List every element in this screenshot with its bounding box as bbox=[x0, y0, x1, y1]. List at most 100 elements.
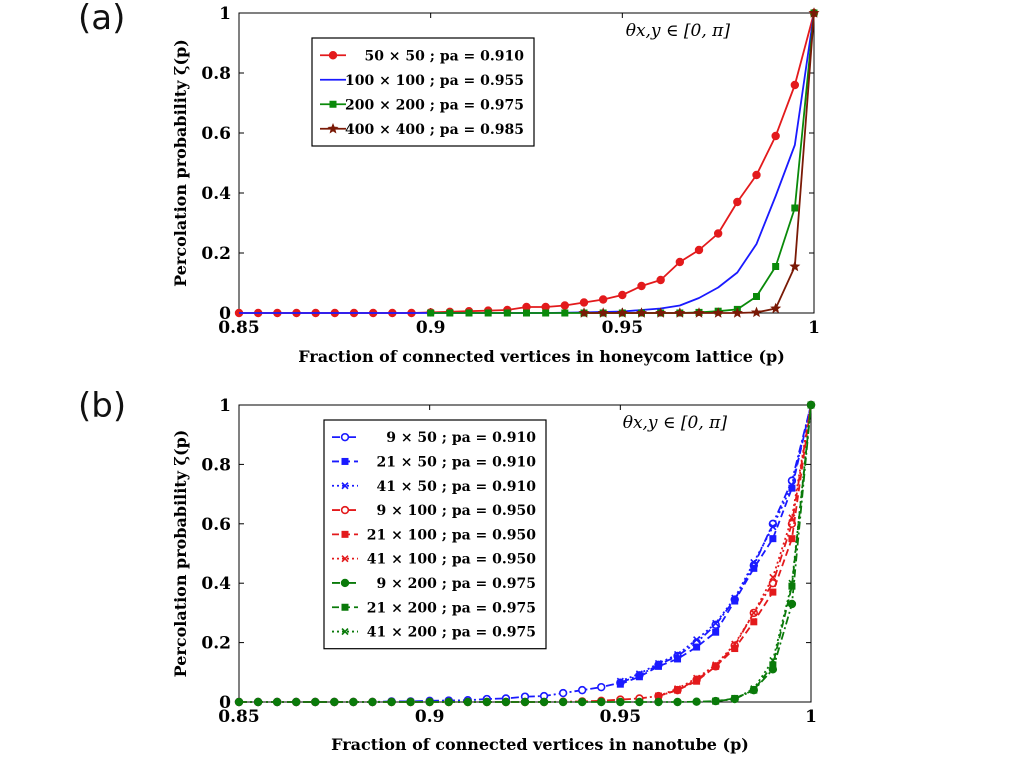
legend-entry: 200 × 200 ; pa = 0.975 bbox=[345, 97, 524, 113]
series-8 bbox=[712, 401, 815, 705]
data-point bbox=[752, 170, 761, 180]
x-tick-label: 0.95 bbox=[602, 318, 643, 338]
data-point bbox=[637, 281, 646, 291]
data-point bbox=[539, 697, 549, 707]
data-point bbox=[713, 229, 723, 238]
data-point bbox=[501, 697, 511, 707]
legend-entry: 21 × 100 ; pa = 0.950 bbox=[367, 527, 537, 543]
legend-entry: 9 × 50 ; pa = 0.910 bbox=[386, 430, 536, 446]
data-point bbox=[406, 697, 415, 707]
legend-swatch-marker bbox=[327, 122, 339, 134]
x-axis-label: Fraction of connected vertices in honeyc… bbox=[298, 347, 785, 366]
data-point bbox=[673, 650, 682, 659]
data-point bbox=[712, 307, 724, 318]
data-point bbox=[654, 692, 663, 700]
data-point bbox=[712, 662, 720, 670]
data-point bbox=[541, 302, 550, 312]
x-tick-label: 0.9 bbox=[415, 707, 445, 727]
legend-entry: 100 × 100 ; pa = 0.955 bbox=[345, 73, 524, 89]
x-tick-label: 0.95 bbox=[600, 707, 641, 727]
data-point bbox=[253, 697, 263, 707]
data-point bbox=[788, 514, 796, 522]
data-point bbox=[712, 628, 720, 636]
data-point bbox=[484, 309, 492, 317]
data-point bbox=[654, 697, 663, 707]
data-point bbox=[673, 685, 682, 693]
series-line bbox=[715, 404, 812, 703]
data-point bbox=[790, 80, 800, 90]
data-point bbox=[787, 599, 797, 609]
data-point bbox=[427, 309, 435, 317]
series-3 bbox=[578, 7, 820, 318]
series-line bbox=[620, 404, 812, 686]
data-point bbox=[807, 401, 815, 409]
data-point bbox=[711, 620, 720, 629]
data-point bbox=[750, 609, 758, 617]
legend-swatch-marker bbox=[341, 457, 349, 465]
x-tick-label: 1 bbox=[808, 318, 820, 338]
data-point bbox=[523, 309, 530, 317]
legend-entry: 21 × 200 ; pa = 0.975 bbox=[367, 600, 536, 616]
data-point bbox=[750, 686, 758, 694]
data-point bbox=[712, 661, 720, 669]
data-point bbox=[349, 697, 358, 707]
x-tick-label: 0.85 bbox=[218, 707, 259, 727]
data-point bbox=[808, 7, 820, 18]
data-point bbox=[654, 659, 663, 667]
data-point bbox=[577, 685, 587, 695]
data-point bbox=[542, 309, 550, 317]
data-point bbox=[425, 697, 434, 707]
data-point bbox=[618, 290, 627, 300]
data-point bbox=[463, 697, 472, 707]
data-point bbox=[579, 298, 589, 307]
data-point bbox=[558, 697, 568, 707]
data-point bbox=[292, 697, 301, 707]
data-point bbox=[733, 197, 742, 207]
y-axis-label: Percolation probability ζ(p) bbox=[171, 430, 190, 678]
y-axis-label: Percolation probability ζ(p) bbox=[171, 39, 190, 287]
data-point bbox=[772, 263, 780, 270]
series-4 bbox=[654, 401, 815, 700]
data-point bbox=[791, 204, 799, 212]
data-point bbox=[387, 697, 396, 707]
legend-swatch-marker bbox=[341, 530, 349, 538]
data-point bbox=[769, 661, 777, 669]
data-point bbox=[771, 131, 780, 141]
legend-entry: 41 × 100 ; pa = 0.950 bbox=[367, 552, 537, 568]
data-point bbox=[577, 697, 587, 707]
data-point bbox=[788, 481, 796, 489]
data-point bbox=[616, 307, 628, 318]
legend-swatch-marker bbox=[341, 555, 349, 563]
legend-swatch-marker bbox=[341, 482, 349, 490]
y-tick-label: 0.4 bbox=[201, 184, 231, 204]
legend-swatch-marker bbox=[340, 578, 350, 588]
data-point bbox=[330, 697, 339, 707]
data-point bbox=[750, 685, 758, 693]
data-point bbox=[750, 306, 763, 318]
legend-swatch-marker bbox=[340, 505, 350, 515]
data-point bbox=[769, 523, 777, 531]
data-point bbox=[788, 535, 796, 543]
legend-swatch-marker bbox=[329, 100, 337, 108]
legend-swatch-marker bbox=[341, 627, 349, 636]
x-tick-label: 1 bbox=[805, 707, 817, 727]
data-point bbox=[482, 697, 492, 707]
data-point bbox=[597, 682, 606, 692]
data-point bbox=[770, 302, 782, 314]
y-tick-label: 0.8 bbox=[201, 64, 231, 84]
data-point bbox=[750, 618, 758, 626]
legend-swatch-marker bbox=[328, 51, 338, 60]
series-line bbox=[620, 404, 812, 683]
legend-swatch-marker bbox=[341, 603, 349, 611]
data-point bbox=[560, 301, 570, 310]
data-point bbox=[712, 697, 720, 705]
data-point bbox=[674, 307, 686, 318]
legend-entry: 41 × 50 ; pa = 0.910 bbox=[376, 479, 536, 495]
y-tick-label: 0.6 bbox=[201, 124, 231, 144]
legend: 9 × 50 ; pa = 0.910 21 × 50 ; pa = 0.910 4… bbox=[323, 419, 547, 650]
legend-entry: 50 × 50 ; pa = 0.910 bbox=[364, 48, 524, 64]
data-point bbox=[234, 697, 244, 707]
data-point bbox=[675, 257, 685, 267]
data-point bbox=[635, 307, 648, 318]
angle-annotation: θx,y ∈ [0, π] bbox=[626, 21, 731, 41]
